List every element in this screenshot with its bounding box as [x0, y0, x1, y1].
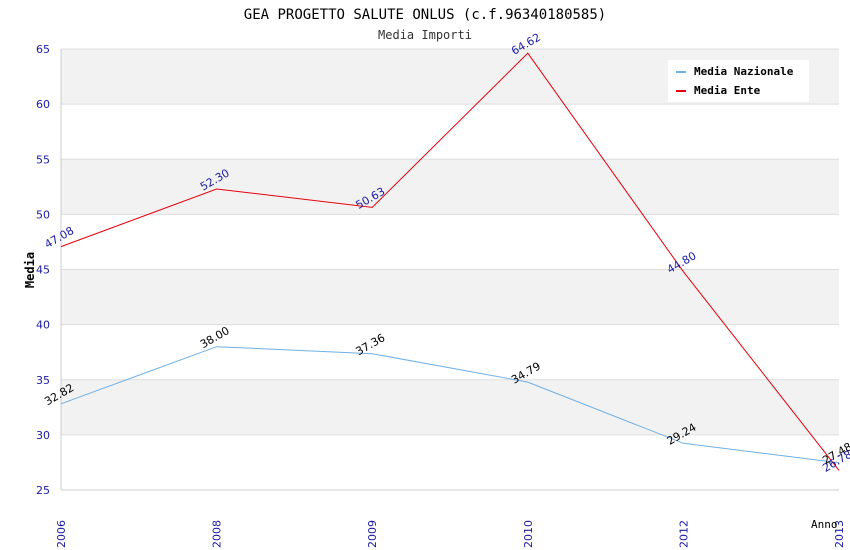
- x-tick-label: 2010: [522, 520, 535, 548]
- legend: Media Nazionale Media Ente: [668, 60, 809, 102]
- y-tick-label: 65: [36, 43, 50, 56]
- series-line-media-nazionale: [60, 346, 840, 464]
- x-axis-label: Anno: [811, 518, 838, 531]
- x-axis-ticks: 2006 2008 2009 2010 2012 2013: [55, 520, 846, 548]
- chart-subtitle: Media Importi: [378, 28, 472, 42]
- y-tick-label: 35: [36, 374, 50, 387]
- x-tick-label: 2013: [833, 520, 846, 548]
- chart-title: GEA PROGETTO SALUTE ONLUS (c.f.963401805…: [244, 7, 606, 23]
- y-tick-label: 25: [36, 484, 50, 497]
- y-tick-label: 55: [36, 153, 50, 166]
- legend-box: [668, 60, 809, 102]
- grid-lines: [60, 48, 839, 491]
- y-tick-label: 60: [36, 98, 50, 111]
- y-tick-label: 40: [36, 319, 50, 332]
- x-tick-label: 2012: [677, 520, 690, 548]
- y-axis-label: Media: [23, 252, 37, 288]
- grid-band: [61, 159, 839, 215]
- y-tick-label: 50: [36, 208, 50, 221]
- y-axis-ticks: 25 30 35 40 45 50 55 60 65: [36, 43, 50, 497]
- x-tick-label: 2008: [211, 520, 224, 548]
- series-lines: [60, 52, 840, 471]
- legend-label-media-nazionale: Media Nazionale: [694, 65, 794, 78]
- grid-band: [61, 379, 839, 435]
- legend-label-media-ente: Media Ente: [694, 84, 761, 97]
- y-tick-label: 30: [36, 429, 50, 442]
- x-tick-label: 2009: [366, 520, 379, 548]
- series-line-media-ente: [60, 52, 840, 471]
- grid-band: [61, 269, 839, 325]
- y-tick-label: 45: [36, 264, 50, 277]
- x-tick-label: 2006: [55, 520, 68, 548]
